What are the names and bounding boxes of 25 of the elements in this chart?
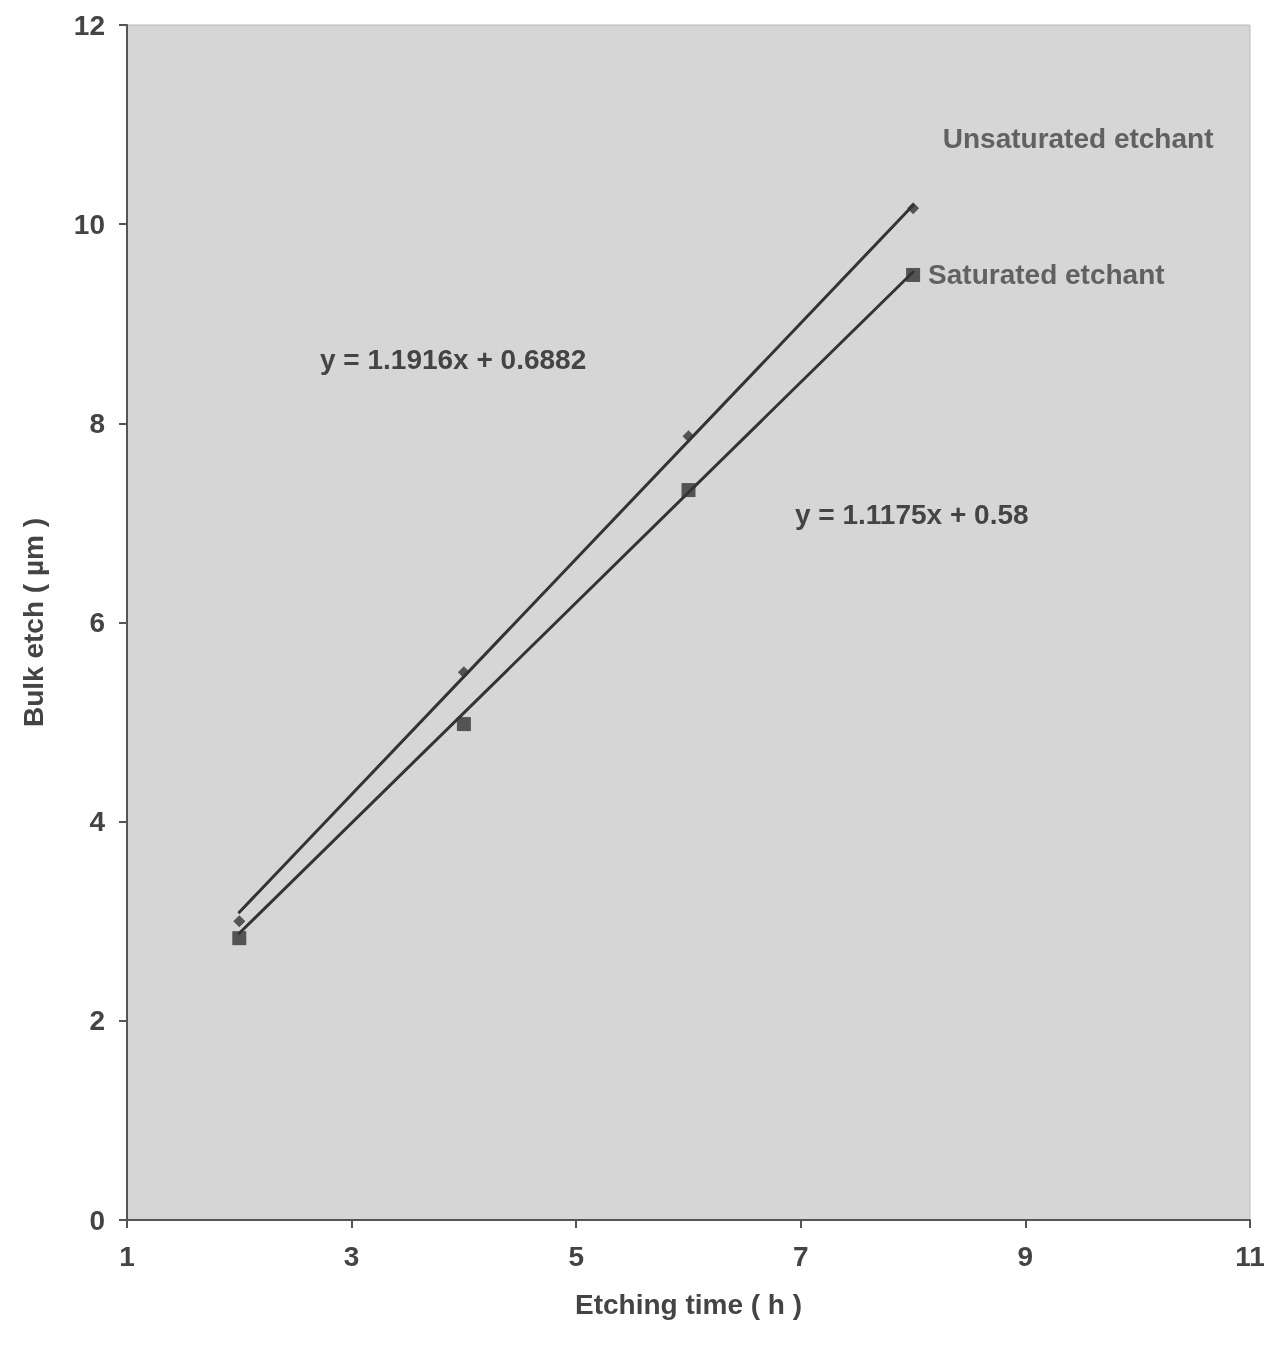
x-axis-title: Etching time ( h ) bbox=[574, 1288, 803, 1320]
x-tick-label: 9 bbox=[1017, 1240, 1034, 1272]
annotation: y = 1.1175x + 0.58 bbox=[795, 498, 1029, 530]
text: Unsaturated etchant bbox=[942, 122, 1214, 154]
y-tick-label: 10 bbox=[73, 208, 105, 240]
point bbox=[681, 483, 696, 498]
point bbox=[907, 202, 920, 215]
y-tick-label: 4 bbox=[89, 806, 106, 838]
y-axis-title: Bulk etch ( µm ) bbox=[17, 517, 49, 728]
point bbox=[456, 717, 471, 732]
y-tick-label: 6 bbox=[89, 607, 105, 638]
y-tick-label: 2 bbox=[89, 1005, 105, 1037]
series-label: Saturated etchant bbox=[928, 259, 1165, 291]
annotation: y = 1.1916x + 0.6882 bbox=[320, 343, 587, 375]
point bbox=[233, 915, 246, 928]
x-tick-label: 7 bbox=[793, 1240, 809, 1272]
y-tick-label: 12 bbox=[73, 9, 105, 41]
y-tick-label: 0 bbox=[89, 1204, 105, 1236]
x-tick-label: 3 bbox=[343, 1240, 360, 1272]
y-tick-label: 8 bbox=[89, 407, 105, 439]
point bbox=[906, 267, 921, 282]
x-tick-label: 11 bbox=[1235, 1240, 1265, 1272]
point bbox=[232, 931, 247, 946]
x-tick-label: 5 bbox=[568, 1240, 584, 1272]
x-tick-label: 1 bbox=[119, 1240, 135, 1272]
